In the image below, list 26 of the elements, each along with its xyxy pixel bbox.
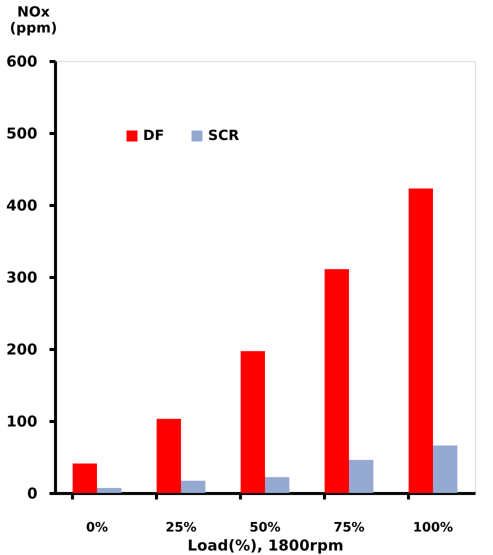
bar: [156, 418, 181, 493]
bar: [240, 351, 265, 493]
bar: [265, 477, 290, 493]
y-tick-label: 200: [6, 340, 38, 358]
y-axis-title: NOx (ppm): [10, 4, 58, 36]
y-tick-label: 300: [6, 268, 38, 286]
x-tick-label: 50%: [249, 520, 281, 536]
legend-label: DF: [143, 128, 164, 144]
bar: [181, 480, 206, 493]
bar: [72, 463, 97, 493]
bar: [433, 445, 458, 493]
x-tick-label: 0%: [86, 520, 108, 536]
legend-label: SCR: [208, 128, 240, 144]
x-axis-title: Load(%), 1800rpm: [188, 536, 344, 554]
y-tick-label: 500: [6, 124, 38, 142]
y-tick-label: 600: [6, 52, 38, 70]
bar: [349, 460, 374, 493]
bar: [324, 269, 349, 493]
bar: [408, 188, 433, 493]
x-tick-label: 75%: [333, 520, 365, 536]
x-tick-label: 100%: [412, 520, 454, 536]
y-tick-label: 0: [27, 484, 38, 502]
bar: [97, 488, 122, 493]
y-tick-label: 100: [6, 412, 38, 430]
x-tick-label: 25%: [165, 520, 197, 536]
y-tick-label: 400: [6, 196, 38, 214]
